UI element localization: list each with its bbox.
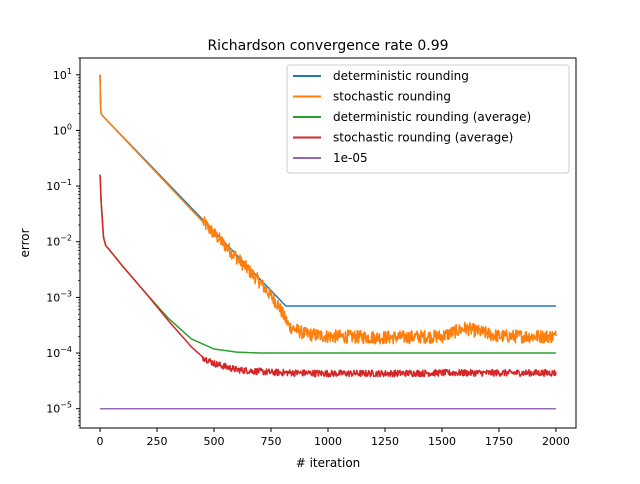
x-tick-label: 1250 [371,435,399,448]
y-tick-label: 101 [53,67,72,82]
x-tick-label: 1500 [428,435,456,448]
x-tick-label: 500 [204,435,225,448]
y-tick-label: 10−1 [46,178,72,193]
series-line-3 [99,174,557,378]
legend-label: deterministic rounding (average) [333,110,531,124]
x-tick-label: 250 [147,435,168,448]
legend: deterministic rounding stochastic roundin… [286,64,570,174]
y-tick-label: 10−5 [46,401,72,416]
y-tick-label: 10−3 [46,289,72,304]
x-tick-label: 1000 [314,435,342,448]
legend-label: stochastic rounding [333,90,451,104]
y-tick-label: 10−2 [46,234,72,249]
y-tick-label: 10−4 [46,345,72,360]
legend-label: deterministic rounding [333,69,469,83]
y-axis-ticks: 10−5 10−4 10−3 10−2 10−1 100 101 [46,57,80,426]
plot-lines [99,74,557,410]
x-tick-label: 0 [97,435,104,448]
chart-title: Richardson convergence rate 0.99 [207,38,448,54]
legend-frame [286,64,570,174]
x-tick-label: 2000 [542,435,570,448]
x-axis-ticks: 0 250 500 750 1000 1250 1500 1750 2000 [97,428,570,448]
legend-label: stochastic rounding (average) [333,131,513,145]
y-tick-label: 100 [53,122,72,137]
series-line-1 [99,74,557,345]
x-tick-label: 1750 [485,435,513,448]
legend-label: 1e-05 [333,151,368,165]
y-axis-label: error [18,228,32,257]
x-tick-label: 750 [261,435,282,448]
x-axis-label: # iteration [296,456,361,470]
